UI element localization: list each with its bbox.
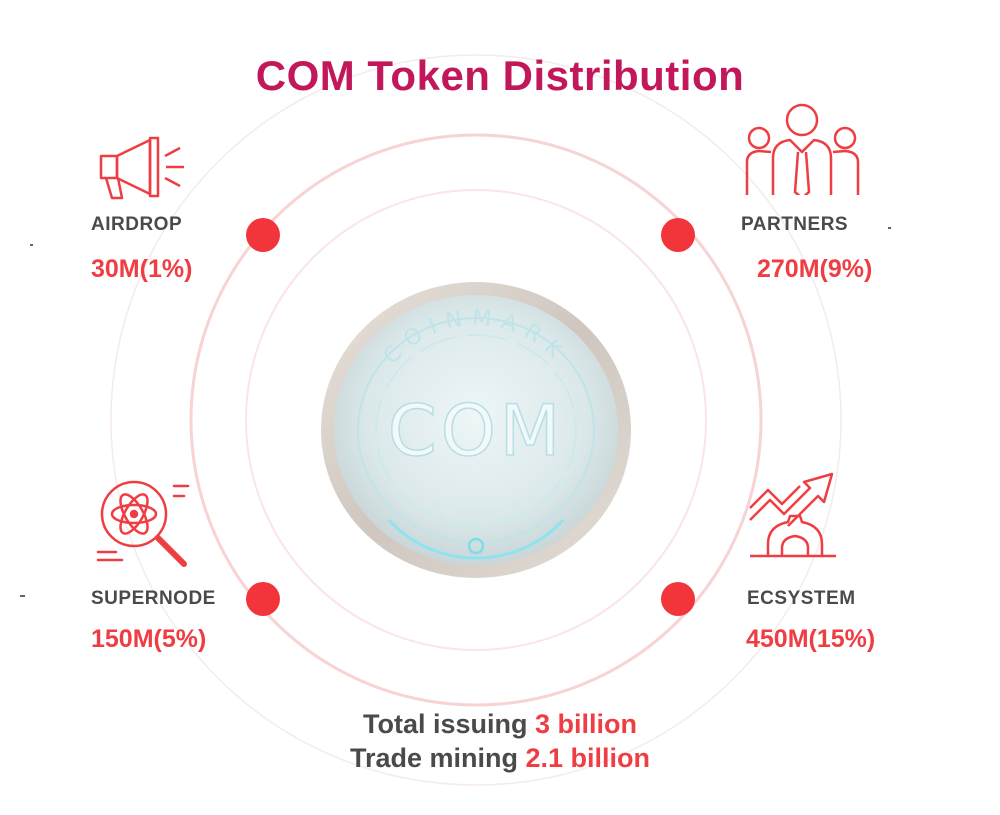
airdrop-value: 30M(1%)	[91, 255, 192, 284]
speck	[888, 227, 891, 229]
supernode-value: 150M(5%)	[91, 625, 206, 654]
partners-dot	[661, 218, 695, 252]
atom-search-icon	[96, 476, 196, 572]
partners-value: 270M(9%)	[757, 255, 872, 284]
supernode-dot	[246, 582, 280, 616]
total-issuing-label: Total issuing	[363, 709, 535, 739]
speck	[30, 244, 33, 246]
com-coin-logo: COINMARK COM	[319, 280, 633, 580]
ecosystem-dot	[661, 582, 695, 616]
total-issuing-value: 3 billion	[535, 709, 637, 739]
trade-mining-line: Trade mining 2.1 billion	[0, 743, 1000, 774]
airdrop-dot	[246, 218, 280, 252]
ecosystem-label: ECSYSTEM	[747, 588, 856, 610]
ecosystem-value: 450M(15%)	[746, 625, 875, 654]
page-title: COM Token Distribution	[0, 52, 1000, 100]
total-issuing-line: Total issuing 3 billion	[0, 709, 1000, 740]
speck	[20, 595, 25, 597]
airdrop-label: AIRDROP	[91, 214, 182, 236]
people-icon	[745, 100, 860, 195]
megaphone-icon	[98, 132, 188, 202]
trade-mining-label: Trade mining	[350, 743, 526, 773]
growth-gear-icon	[748, 468, 838, 560]
trade-mining-value: 2.1 billion	[526, 743, 651, 773]
coin-center-text: COM	[388, 390, 564, 472]
supernode-label: SUPERNODE	[91, 588, 216, 610]
partners-label: PARTNERS	[741, 214, 848, 236]
